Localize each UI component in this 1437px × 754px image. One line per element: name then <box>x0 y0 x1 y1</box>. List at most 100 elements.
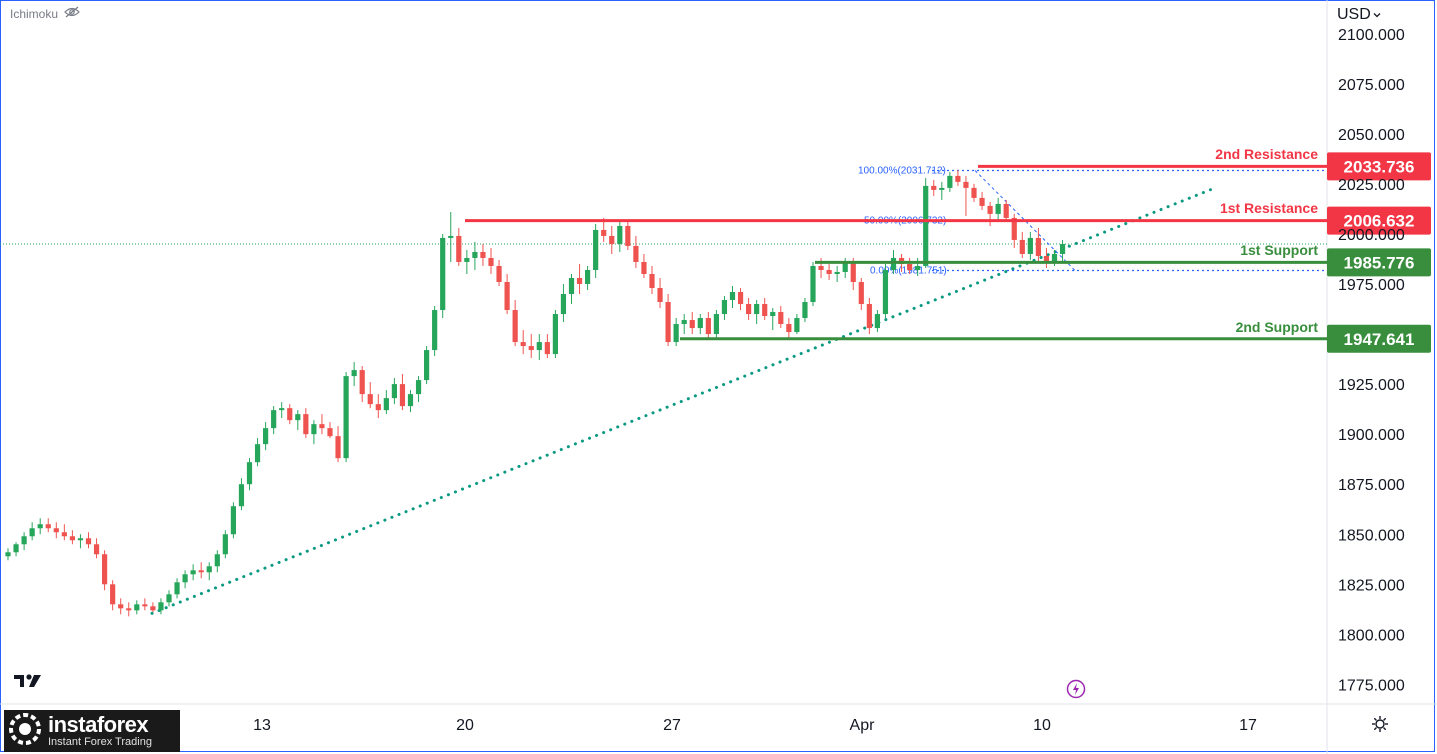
candle-body <box>762 304 768 317</box>
candle-body <box>617 225 623 244</box>
candle <box>931 179 937 196</box>
candle-body <box>327 428 333 437</box>
gear-icon[interactable] <box>1370 714 1390 739</box>
candle <box>673 318 679 347</box>
y-tick-label: 1775.000 <box>1338 677 1405 694</box>
tradingview-logo[interactable] <box>14 672 44 695</box>
candle-body <box>198 570 204 573</box>
level-price-text: 2033.736 <box>1344 157 1415 176</box>
candle <box>520 330 526 355</box>
brand-mark-icon <box>8 712 42 751</box>
candle <box>29 522 35 541</box>
candle-body <box>536 342 542 351</box>
x-tick-label: 27 <box>663 717 681 734</box>
candle-body <box>576 277 583 284</box>
candle <box>21 532 27 551</box>
candle <box>1019 231 1025 258</box>
candle <box>1043 247 1050 268</box>
candle <box>5 548 11 561</box>
candle-body <box>947 175 953 188</box>
candle-body <box>496 265 502 282</box>
candle-body <box>142 604 148 607</box>
candle-body <box>995 203 1001 214</box>
candle <box>947 171 953 192</box>
candle <box>794 314 800 335</box>
candle <box>13 542 19 557</box>
candle-body <box>560 294 567 315</box>
candle <box>198 562 204 579</box>
candle-body <box>399 384 406 407</box>
eye-crossed-icon[interactable] <box>64 6 80 21</box>
price-axis[interactable]: 2100.000 2075.000 2050.000 2025.000 2000.000… <box>1338 27 1405 695</box>
candle-body <box>432 310 438 351</box>
candle-body <box>174 582 180 595</box>
candle-body <box>77 538 84 541</box>
candle <box>37 518 43 535</box>
candle <box>536 334 542 361</box>
candle <box>319 414 325 435</box>
support-resistance-levels[interactable]: 2nd Resistance 2033.736 1st Resistance 2006… <box>465 146 1431 353</box>
candle <box>279 402 285 419</box>
candle-body <box>335 436 341 459</box>
candle <box>77 534 84 549</box>
instaforex-logo[interactable]: instaforex Instant Forex Trading <box>4 710 180 752</box>
candle-body <box>915 265 921 270</box>
candle <box>560 284 567 323</box>
currency-selector[interactable]: USD <box>1337 6 1381 24</box>
candle <box>230 502 236 539</box>
candle <box>504 273 510 315</box>
candle <box>415 376 422 403</box>
candle <box>45 518 51 533</box>
candle <box>810 261 816 307</box>
candle-body <box>21 536 27 545</box>
candle-body <box>601 229 607 236</box>
candle <box>496 259 502 287</box>
candle-body <box>367 394 373 405</box>
candle-body <box>858 281 864 305</box>
candle <box>254 438 261 467</box>
candle <box>287 404 293 425</box>
candle-body <box>456 235 462 262</box>
candle-body <box>45 524 51 529</box>
level-label: 2nd Resistance <box>1215 146 1318 162</box>
indicator-legend[interactable]: Ichimoku <box>10 6 80 21</box>
candle <box>464 249 470 274</box>
candle <box>713 310 719 339</box>
level-price-text: 1947.641 <box>1344 330 1415 349</box>
candle <box>939 181 945 200</box>
x-tick-label: Apr <box>850 717 876 734</box>
candle-body <box>1027 237 1033 254</box>
candle <box>544 334 550 359</box>
candle-body <box>222 534 228 555</box>
candle <box>222 530 228 559</box>
candle-body <box>979 197 985 206</box>
candle-body <box>810 265 816 303</box>
candle <box>737 288 744 311</box>
candle-body <box>407 394 414 407</box>
level-price-box <box>1327 248 1431 277</box>
candle <box>576 263 583 295</box>
flash-icon[interactable] <box>1066 679 1086 704</box>
candle-body <box>85 538 92 545</box>
candle-body <box>214 554 220 567</box>
candle-body <box>609 235 615 244</box>
time-axis[interactable]: 13 20 27 Apr 10 17 <box>253 717 1257 734</box>
candle-body <box>778 312 784 325</box>
candle <box>641 253 647 278</box>
candle <box>552 310 558 359</box>
candle-body <box>866 304 872 329</box>
uptrend-line[interactable] <box>150 186 1217 615</box>
candle <box>190 564 196 581</box>
candle <box>778 306 784 329</box>
candle <box>134 600 140 615</box>
candle <box>182 570 188 589</box>
candle-body <box>544 342 550 355</box>
candle-body <box>1035 237 1041 256</box>
candle-body <box>110 584 116 605</box>
level-price-text: 1985.776 <box>1344 253 1415 272</box>
candle-body <box>206 566 212 573</box>
candle <box>166 590 172 607</box>
y-tick-label: 2025.000 <box>1338 177 1405 194</box>
